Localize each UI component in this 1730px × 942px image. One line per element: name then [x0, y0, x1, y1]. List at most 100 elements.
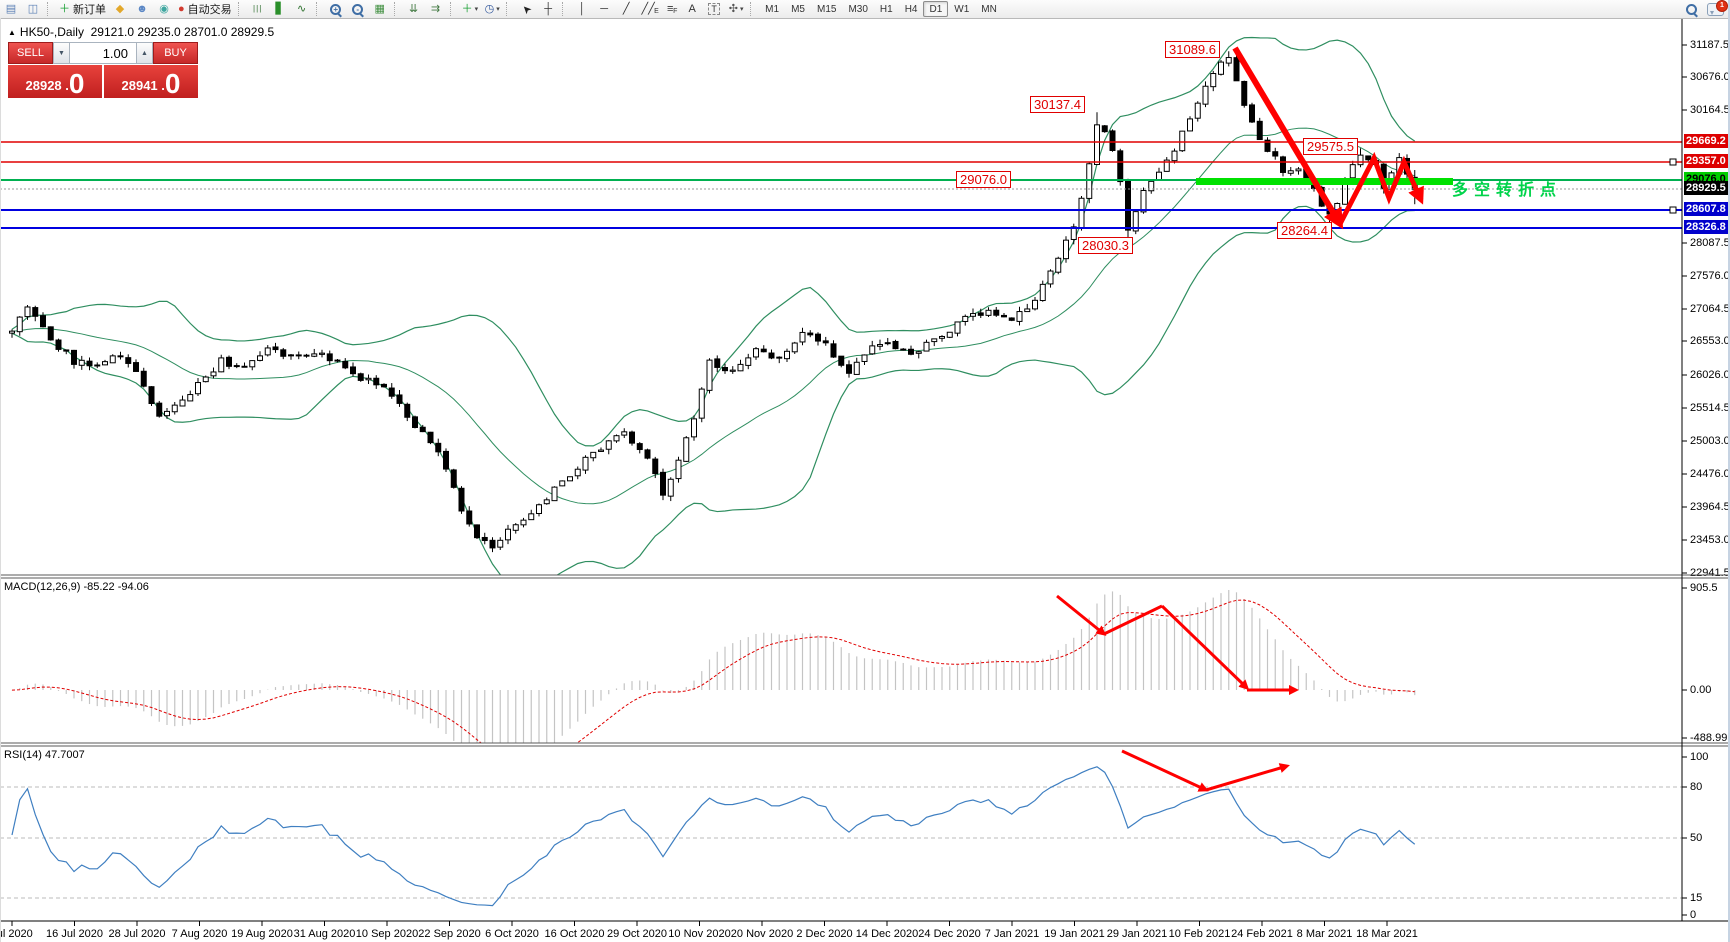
- window-frame-right: [1728, 0, 1730, 942]
- price-level-label[interactable]: 30137.4: [1030, 96, 1085, 113]
- main-pane[interactable]: [0, 36, 1682, 589]
- toolbar-separator: [750, 2, 756, 16]
- periods-button[interactable]: ◷ ▾: [482, 1, 502, 17]
- timeframe-button-m30[interactable]: M30: [848, 3, 868, 15]
- trendline-tool-icon[interactable]: ╱: [616, 1, 636, 17]
- label-tool-icon[interactable]: T: [704, 1, 724, 17]
- volume-increase-button[interactable]: ▲: [136, 42, 153, 64]
- indicators-button[interactable]: ＋ ▾: [460, 1, 481, 17]
- crosshair-tool-icon[interactable]: ┼: [538, 1, 558, 17]
- macd-annotation-arrow[interactable]: [1056, 594, 1107, 636]
- support-zone-bar[interactable]: [1196, 178, 1453, 185]
- sell-price[interactable]: 28928 .0: [8, 65, 102, 98]
- chart-preview-icon[interactable]: ◫: [23, 1, 43, 17]
- fibo-tool-icon-glyph: ≡ F: [666, 3, 678, 15]
- volume-input[interactable]: 1.00: [70, 42, 136, 64]
- macd-annotation-arrow[interactable]: [1103, 604, 1163, 636]
- price-level-label[interactable]: 31089.6: [1165, 41, 1220, 58]
- candle-chart-icon[interactable]: ▋: [270, 1, 290, 17]
- price-tick-label: 27576.0: [1690, 270, 1730, 282]
- tile-windows-icon[interactable]: ▦: [370, 1, 390, 17]
- auto-scroll-icon-glyph: ⇊: [409, 3, 419, 15]
- price-tick-label: 30676.0: [1690, 71, 1730, 83]
- price-level-label[interactable]: 29575.5: [1303, 138, 1358, 155]
- notifications-icon[interactable]: 1: [1707, 0, 1728, 16]
- timeframe-button-m1[interactable]: M1: [765, 3, 780, 15]
- rsi-indicator-label: RSI(14) 47.7007: [4, 749, 85, 761]
- rsi-annotation-arrow[interactable]: [1121, 749, 1209, 792]
- chart-shift-icon[interactable]: ⇉: [426, 1, 446, 17]
- arrows-tool-button[interactable]: ✣ ▾: [726, 1, 746, 17]
- annotation-text-cn[interactable]: 多空转折点: [1452, 182, 1563, 199]
- cursor-arrow-glyph: ➤: [519, 1, 535, 17]
- community-icon[interactable]: ☻: [132, 1, 152, 17]
- bar-chart-icon[interactable]: |||: [248, 1, 268, 17]
- new-chart-icon[interactable]: ▤: [1, 1, 21, 17]
- autotrading-button[interactable]: ● 自动交易: [176, 1, 234, 17]
- dropdown-caret-icon: ▾: [496, 6, 500, 13]
- rsi-pane[interactable]: [0, 749, 1682, 907]
- toolbar-separator: [47, 2, 53, 16]
- macd-pane[interactable]: [11, 590, 1416, 777]
- timeframe-button-w1[interactable]: W1: [954, 3, 970, 15]
- ohlc-values: 29121.0 29235.0 28701.0 28929.5: [90, 25, 275, 39]
- price-tick-label: 80: [1690, 781, 1703, 793]
- macd-annotation-arrow[interactable]: [1160, 604, 1250, 691]
- rsi-annotation-arrow[interactable]: [1205, 763, 1290, 792]
- history-center-icon[interactable]: ◆: [110, 1, 130, 17]
- date-tick-label: 20 Nov 2020: [730, 928, 794, 940]
- volume-decrease-button[interactable]: ▼: [53, 42, 70, 64]
- trend-arrow[interactable]: [1337, 151, 1424, 226]
- price-tick-label: 23964.5: [1690, 501, 1730, 513]
- periods-button-glyph: ◷: [484, 3, 495, 15]
- date-tick-label: 29 Jan 2021: [1106, 928, 1168, 940]
- buy-button[interactable]: BUY: [153, 42, 198, 64]
- zoom-out-icon: -: [352, 3, 365, 17]
- line-selection-handle[interactable]: [1669, 206, 1677, 214]
- signals-icon-glyph: ◉: [159, 3, 169, 15]
- zoom-in-icon: +: [330, 3, 343, 17]
- price-level-label[interactable]: 28264.4: [1277, 222, 1332, 239]
- timeframe-button-mn[interactable]: MN: [981, 3, 997, 15]
- date-tick-label: 19 Jan 2021: [1044, 928, 1105, 940]
- collapse-arrow-icon[interactable]: ▲: [8, 28, 16, 37]
- candle-chart-icon-glyph: ▋: [275, 3, 284, 15]
- trend-arrow[interactable]: [1232, 46, 1344, 230]
- chart-shift-icon-glyph: ⇉: [431, 3, 441, 15]
- timeframe-button-h4[interactable]: H4: [904, 3, 918, 15]
- price-level-label[interactable]: 28030.3: [1078, 237, 1133, 254]
- buy-price[interactable]: 28941 .0: [104, 65, 198, 98]
- price-tick-label: -488.99: [1690, 732, 1728, 744]
- line-selection-handle[interactable]: [1669, 158, 1677, 166]
- price-tick-label: 0: [1690, 909, 1697, 921]
- timeframe-button-m5[interactable]: M5: [791, 3, 805, 15]
- line-chart-icon[interactable]: ∿: [292, 1, 312, 17]
- text-tool-icon[interactable]: A: [682, 1, 702, 17]
- sell-price-main: 28928 .: [25, 78, 69, 93]
- timeframe-button-h1[interactable]: H1: [879, 3, 893, 15]
- hline-tool-icon-glyph: ─: [600, 3, 609, 15]
- tile-windows-icon-glyph: ▦: [374, 3, 385, 15]
- new-order-button[interactable]: ＋新订单: [57, 1, 108, 17]
- zoom-in-icon[interactable]: +: [326, 1, 346, 17]
- search-icon[interactable]: [1686, 3, 1698, 17]
- sell-button[interactable]: SELL: [8, 42, 53, 64]
- notification-badge: 1: [1716, 0, 1728, 12]
- signals-icon[interactable]: ◉: [154, 1, 174, 17]
- price-level-label[interactable]: 29076.0: [956, 171, 1011, 188]
- channel-tool-icon[interactable]: ╱╱ E: [638, 1, 659, 17]
- fibo-tool-icon[interactable]: ≡ F: [660, 1, 680, 17]
- vline-tool-icon[interactable]: │: [572, 1, 592, 17]
- new-order-button-glyph: ＋: [59, 3, 70, 15]
- price-tick-label: 22941.5: [1690, 567, 1730, 579]
- zoom-out-icon[interactable]: -: [348, 1, 368, 17]
- cursor-tool-icon[interactable]: ➤: [516, 1, 536, 17]
- hline-tool-icon[interactable]: ─: [594, 1, 614, 17]
- timeframe-button-m15[interactable]: M15: [816, 3, 837, 15]
- window-frame-left: [0, 18, 1, 942]
- auto-scroll-icon[interactable]: ⇊: [404, 1, 424, 17]
- toolbar-separator: [393, 2, 400, 16]
- timeframe-button-d1[interactable]: D1: [923, 1, 949, 17]
- date-tick-label: 7 Jan 2021: [984, 928, 1040, 940]
